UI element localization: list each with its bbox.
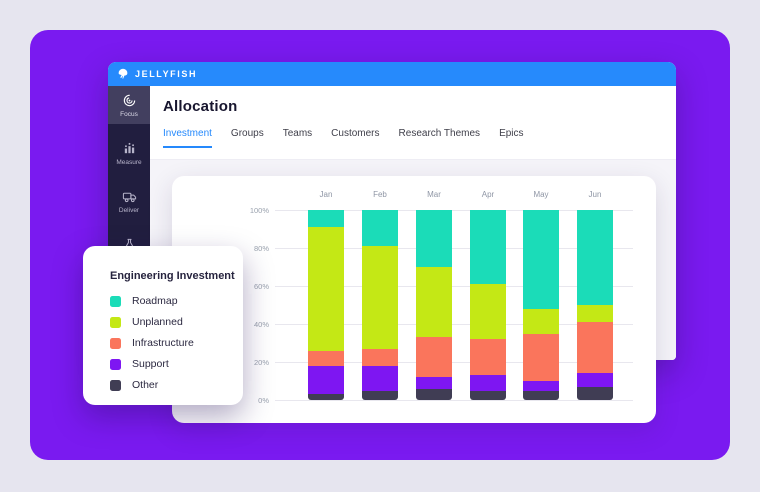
bar-segment-roadmap[interactable]: [577, 210, 613, 306]
bar-segment-roadmap[interactable]: [308, 210, 344, 228]
bar-segment-other[interactable]: [362, 390, 398, 400]
bar-segment-support[interactable]: [523, 381, 559, 391]
sidebar-item-focus[interactable]: Focus: [108, 86, 150, 124]
x-axis-label-feb: Feb: [373, 190, 387, 199]
bar-segment-support[interactable]: [416, 377, 452, 389]
x-axis-label-apr: Apr: [481, 190, 495, 199]
legend-item-label: Support: [132, 358, 169, 370]
bar-segment-other[interactable]: [416, 388, 452, 400]
bar-segment-unplanned[interactable]: [308, 227, 344, 351]
gridline-20%: [275, 362, 633, 363]
other-swatch-icon: [110, 379, 121, 391]
deliver-icon: [122, 192, 136, 203]
stacked-bar-apr[interactable]: [470, 210, 506, 400]
bar-segment-infrastructure[interactable]: [416, 337, 452, 378]
sidebar-item-measure[interactable]: Measure: [108, 134, 150, 172]
stacked-bar-jun[interactable]: [577, 210, 613, 400]
chart-card: 0% 20% 40% 60% 80% 100% Jan Feb Mar Apr May Jun: [172, 176, 656, 423]
x-axis-label-mar: Mar: [427, 190, 441, 199]
x-axis-label-jan: Jan: [319, 190, 333, 199]
legend-item-label: Roadmap: [132, 295, 178, 307]
bar-segment-roadmap[interactable]: [470, 210, 506, 285]
topbar: JELLYFISH: [108, 62, 676, 86]
legend-item-roadmap[interactable]: Roadmap: [110, 295, 243, 307]
stacked-bar-mar[interactable]: [416, 210, 452, 400]
bar-segment-support[interactable]: [577, 373, 613, 387]
legend-item-support[interactable]: Support: [110, 358, 243, 370]
legend-item-label: Infrastructure: [132, 337, 194, 349]
tab-teams[interactable]: Teams: [282, 128, 313, 139]
stacked-bar-may[interactable]: [523, 210, 559, 400]
bar-segment-infrastructure[interactable]: [470, 339, 506, 376]
legend-item-other[interactable]: Other: [110, 379, 243, 391]
y-axis-tick-label: 60%: [253, 281, 269, 291]
y-axis-tick-label: 0%: [258, 395, 269, 405]
bar-segment-infrastructure[interactable]: [523, 333, 559, 381]
bar-segment-roadmap[interactable]: [523, 210, 559, 309]
x-axis-label-may: May: [533, 190, 549, 199]
bar-segment-infrastructure[interactable]: [362, 348, 398, 366]
legend-item-unplanned[interactable]: Unplanned: [110, 316, 243, 328]
gridline-80%: [275, 248, 633, 249]
bar-segment-unplanned[interactable]: [416, 267, 452, 338]
gridline-40%: [275, 324, 633, 325]
sidebar-item-label: Focus: [120, 111, 138, 118]
legend-card: Engineering Investment Roadmap Unplanned…: [83, 246, 243, 405]
focus-icon: [123, 94, 135, 107]
bar-segment-support[interactable]: [308, 365, 344, 395]
tab-bar: Investment Groups Teams Customers Resear…: [163, 128, 676, 148]
bar-segment-unplanned[interactable]: [470, 284, 506, 340]
unplanned-swatch-icon: [110, 316, 121, 328]
tab-investment[interactable]: Investment: [163, 128, 212, 148]
brand-logo[interactable]: JELLYFISH: [116, 67, 197, 81]
legend-item-label: Other: [132, 379, 159, 391]
sidebar-item-deliver[interactable]: Deliver: [108, 182, 150, 220]
roadmap-swatch-icon: [110, 295, 121, 307]
tab-groups[interactable]: Groups: [230, 128, 264, 139]
bar-segment-roadmap[interactable]: [362, 210, 398, 247]
bar-segment-other[interactable]: [470, 390, 506, 400]
support-swatch-icon: [110, 358, 121, 370]
y-axis-tick-label: 80%: [253, 243, 269, 253]
bar-segment-other[interactable]: [577, 386, 613, 400]
x-axis-label-jun: Jun: [588, 190, 602, 199]
content-header: Allocation Investment Groups Teams Custo…: [150, 86, 676, 160]
bar-segment-infrastructure[interactable]: [577, 322, 613, 374]
jellyfish-icon: [118, 68, 128, 79]
bar-segment-support[interactable]: [470, 375, 506, 391]
bar-segment-roadmap[interactable]: [416, 210, 452, 268]
infrastructure-swatch-icon: [110, 337, 121, 349]
legend-item-infrastructure[interactable]: Infrastructure: [110, 337, 243, 349]
bar-segment-unplanned[interactable]: [523, 308, 559, 334]
y-axis-tick-label: 100%: [249, 205, 269, 215]
y-axis-tick-label: 20%: [253, 357, 269, 367]
gridline-0%: [275, 400, 633, 401]
sidebar-item-label: Deliver: [118, 207, 140, 214]
tab-customers[interactable]: Customers: [331, 128, 380, 139]
stacked-bar-feb[interactable]: [362, 210, 398, 400]
tab-research-themes[interactable]: Research Themes: [398, 128, 481, 139]
bar-segment-other[interactable]: [523, 390, 559, 400]
legend-title: Engineering Investment: [110, 270, 235, 282]
page-title: Allocation: [163, 98, 238, 115]
tab-epics[interactable]: Epics: [499, 128, 524, 139]
measure-icon: [124, 142, 134, 154]
stacked-bar-jan[interactable]: [308, 210, 344, 400]
bar-segment-other[interactable]: [308, 394, 344, 400]
bar-segment-support[interactable]: [362, 365, 398, 391]
bar-segment-unplanned[interactable]: [577, 305, 613, 323]
brand-name: JELLYFISH: [135, 69, 198, 79]
bar-segment-infrastructure[interactable]: [308, 350, 344, 366]
y-axis-tick-label: 40%: [253, 319, 269, 329]
sidebar-item-label: Measure: [116, 159, 142, 166]
gridline-100%: [275, 210, 633, 211]
gridline-60%: [275, 286, 633, 287]
legend-item-label: Unplanned: [132, 316, 183, 328]
bar-segment-unplanned[interactable]: [362, 246, 398, 349]
